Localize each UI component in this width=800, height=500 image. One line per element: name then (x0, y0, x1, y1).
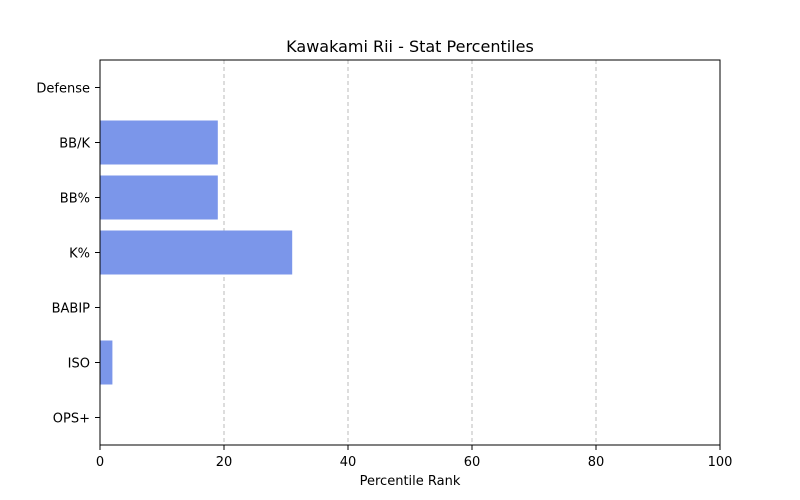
x-axis: 0 20 40 60 80 100 (96, 445, 733, 470)
y-tick-label: BB/K (59, 137, 90, 152)
y-tick-label: BABIP (52, 302, 91, 317)
y-tick-label: OPS+ (53, 412, 90, 427)
bar-k (100, 230, 293, 275)
x-tick-label: 80 (588, 455, 605, 470)
x-tick-label: 20 (216, 455, 233, 470)
chart-title: Kawakami Rii - Stat Percentiles (286, 37, 534, 56)
y-tick-label: BB% (60, 192, 90, 207)
bar-iso (100, 340, 113, 385)
x-tick-label: 60 (464, 455, 481, 470)
x-axis-label: Percentile Rank (360, 474, 461, 489)
x-tick-label: 100 (708, 455, 733, 470)
y-axis: OPS+ ISO BABIP K% BB% BB/K Defense (36, 82, 100, 427)
bars (100, 120, 293, 385)
y-tick-label: Defense (36, 82, 90, 97)
bar-bb-k (100, 120, 218, 165)
y-tick-label: ISO (68, 357, 90, 372)
bar-bb (100, 175, 218, 220)
x-tick-label: 40 (340, 455, 357, 470)
x-tick-label: 0 (96, 455, 104, 470)
y-tick-label: K% (69, 247, 90, 262)
